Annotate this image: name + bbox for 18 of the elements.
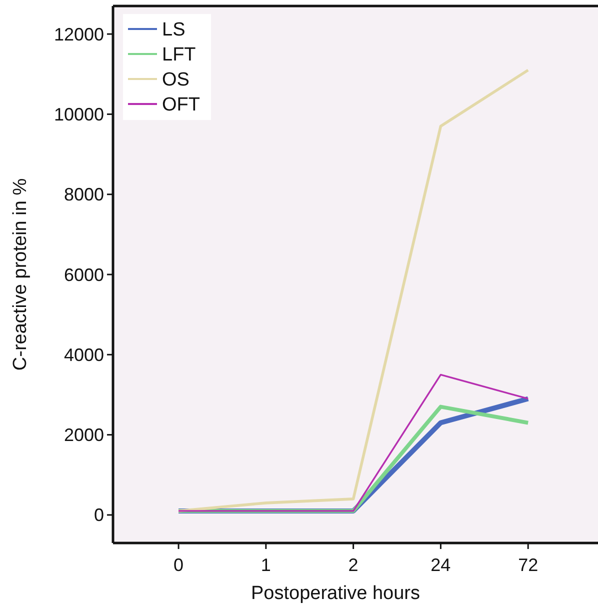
y-tick-label: 12000	[54, 24, 104, 44]
legend-label: OS	[162, 70, 190, 91]
y-axis-title: C-reactive protein in %	[10, 178, 31, 371]
x-axis-title: Postoperative hours	[251, 583, 420, 604]
x-tick-label: 24	[430, 555, 451, 575]
x-tick-label: 2	[348, 555, 358, 575]
legend-label: OFT	[162, 94, 200, 116]
legend-label: LS	[162, 20, 186, 41]
y-tick-label: 6000	[64, 264, 104, 285]
legend-label: LFT	[162, 44, 196, 66]
x-tick-label: 72	[518, 555, 538, 575]
y-tick-label: 4000	[64, 344, 104, 365]
y-tick-label: 2000	[64, 425, 104, 446]
y-tick-label: 10000	[54, 104, 104, 124]
y-tick-label: 0	[94, 505, 104, 526]
y-tick-label: 8000	[64, 184, 104, 205]
x-tick-label: 0	[174, 555, 184, 575]
x-tick-label: 1	[260, 555, 271, 575]
